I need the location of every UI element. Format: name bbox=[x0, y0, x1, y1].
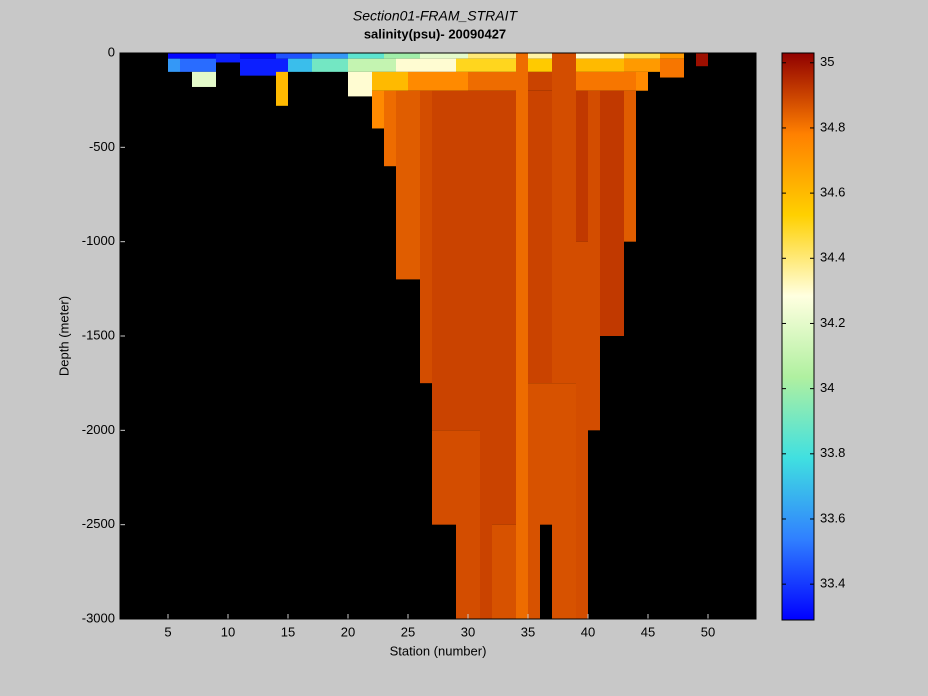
heatmap-cell bbox=[576, 58, 624, 72]
heatmap-cell bbox=[168, 53, 216, 59]
x-tick-label: 35 bbox=[521, 624, 535, 639]
heatmap-cell bbox=[576, 241, 588, 619]
heatmap-cell bbox=[432, 90, 456, 431]
heatmap-cell bbox=[420, 53, 468, 59]
heatmap-cell bbox=[432, 430, 456, 525]
colorbar-tick-label: 34.4 bbox=[820, 250, 845, 265]
colorbar-tick-label: 33.8 bbox=[820, 445, 845, 460]
y-tick-label: -2500 bbox=[82, 516, 115, 531]
heatmap-cell bbox=[384, 90, 396, 167]
heatmap-cell bbox=[396, 58, 456, 72]
heatmap-cell bbox=[600, 90, 624, 336]
colorbar-tick-label: 34 bbox=[820, 380, 834, 395]
plot-frame bbox=[119, 52, 757, 620]
heatmap-cell bbox=[456, 58, 516, 72]
heatmap-cell bbox=[624, 53, 660, 59]
heatmap-cell bbox=[576, 71, 636, 91]
heatmap-cell bbox=[540, 383, 552, 525]
heatmap-cell bbox=[468, 71, 516, 91]
heatmap-cell bbox=[660, 53, 684, 59]
y-tick-label: -3000 bbox=[82, 610, 115, 625]
y-tick-label: -500 bbox=[89, 139, 115, 154]
heatmap-cell bbox=[372, 71, 408, 91]
heatmap-cell bbox=[348, 71, 372, 97]
chart-title: Section01-FRAM_STRAIT bbox=[353, 8, 519, 24]
heatmap-cell bbox=[240, 58, 288, 76]
chart-subtitle: salinity(psu)- 20090427 bbox=[364, 26, 506, 41]
heatmap-cell bbox=[312, 53, 348, 59]
heatmap-cell bbox=[516, 53, 528, 619]
x-tick-label: 20 bbox=[341, 624, 355, 639]
heatmap-cell bbox=[528, 383, 540, 619]
x-tick-label: 40 bbox=[581, 624, 595, 639]
heatmap-cell bbox=[384, 53, 420, 59]
heatmap-cell bbox=[528, 90, 540, 384]
colorbar-tick-label: 34.8 bbox=[820, 119, 845, 134]
heatmap-cell bbox=[540, 90, 552, 384]
heatmap-cell bbox=[492, 90, 516, 525]
heatmap-cell bbox=[372, 90, 384, 129]
y-tick-label: -1500 bbox=[82, 327, 115, 342]
heatmap-cell bbox=[276, 53, 312, 59]
heatmap-cell bbox=[396, 90, 420, 280]
heatmap-cell bbox=[348, 58, 396, 72]
heatmap-cell bbox=[312, 58, 348, 72]
heatmap-cell bbox=[408, 71, 468, 91]
colorbar-tick-label: 33.4 bbox=[820, 576, 845, 591]
heatmap-cell bbox=[636, 71, 648, 91]
heatmap-cell bbox=[528, 71, 552, 91]
heatmap-cell bbox=[180, 58, 216, 72]
heatmap-cell bbox=[492, 524, 516, 619]
heatmap-cell bbox=[552, 53, 576, 384]
x-tick-label: 10 bbox=[221, 624, 235, 639]
heatmap-cell bbox=[480, 90, 492, 619]
y-tick-label: -2000 bbox=[82, 422, 115, 437]
heatmap-cell bbox=[276, 71, 288, 106]
heatmap-cell bbox=[468, 53, 516, 59]
y-axis-label: Depth (meter) bbox=[56, 296, 71, 376]
heatmap-cell bbox=[588, 90, 600, 431]
heatmap-cell bbox=[456, 430, 480, 619]
y-tick-label: -1000 bbox=[82, 233, 115, 248]
heatmap-cell bbox=[576, 90, 588, 242]
heatmap-cell bbox=[288, 58, 312, 72]
heatmap-cell bbox=[348, 53, 384, 59]
heatmap-cell bbox=[624, 90, 636, 242]
heatmap-cell bbox=[696, 53, 708, 67]
heatmap-cell bbox=[624, 58, 660, 72]
colorbar-tick-label: 34.2 bbox=[820, 315, 845, 330]
heatmap-cell bbox=[576, 53, 624, 59]
heatmap-cell bbox=[528, 58, 552, 72]
x-tick-label: 15 bbox=[281, 624, 295, 639]
colorbar-tick-label: 35 bbox=[820, 54, 834, 69]
x-tick-label: 5 bbox=[164, 624, 171, 639]
x-tick-label: 30 bbox=[461, 624, 475, 639]
colorbar-tick-label: 33.6 bbox=[820, 510, 845, 525]
x-axis-label: Station (number) bbox=[390, 643, 487, 658]
heatmap-cell bbox=[216, 53, 240, 63]
heatmap-cell bbox=[528, 53, 552, 59]
y-tick-label: 0 bbox=[108, 44, 115, 59]
heatmap-cell bbox=[660, 58, 684, 78]
colorbar-tick-label: 34.6 bbox=[820, 185, 845, 200]
x-tick-label: 50 bbox=[701, 624, 715, 639]
heatmap-cell bbox=[552, 383, 576, 619]
x-tick-label: 45 bbox=[641, 624, 655, 639]
colorbar bbox=[781, 52, 815, 621]
heatmap-cell bbox=[192, 71, 216, 87]
heatmap-cell bbox=[456, 90, 480, 431]
heatmap-cell bbox=[168, 58, 180, 72]
heatmap-cell bbox=[240, 53, 276, 59]
heatmap-cell bbox=[420, 90, 432, 384]
x-tick-label: 25 bbox=[401, 624, 415, 639]
